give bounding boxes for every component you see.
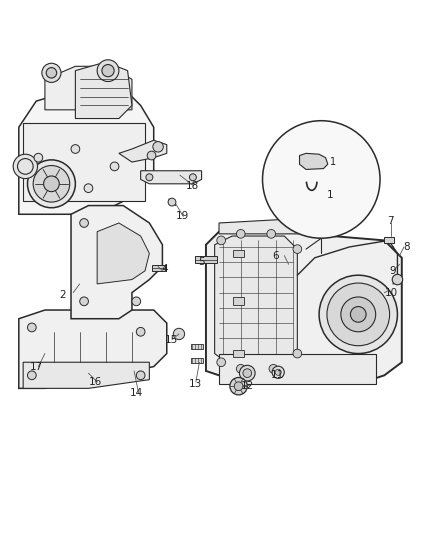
Polygon shape (219, 219, 332, 234)
Polygon shape (119, 140, 167, 162)
Polygon shape (219, 353, 376, 384)
Circle shape (28, 323, 36, 332)
Bar (195, 256, 217, 263)
Circle shape (217, 236, 226, 245)
Circle shape (269, 365, 278, 373)
Polygon shape (45, 66, 132, 110)
Text: 8: 8 (403, 242, 410, 252)
Circle shape (234, 382, 243, 391)
Circle shape (275, 369, 281, 375)
Circle shape (34, 154, 43, 162)
Bar (191, 344, 203, 349)
Text: 2: 2 (59, 290, 66, 300)
Bar (191, 358, 203, 363)
Circle shape (237, 230, 245, 238)
Circle shape (237, 365, 245, 373)
Circle shape (132, 297, 141, 305)
Polygon shape (215, 236, 297, 367)
Polygon shape (71, 206, 162, 319)
Circle shape (71, 144, 80, 154)
Circle shape (293, 245, 302, 254)
Circle shape (173, 328, 185, 340)
Circle shape (217, 358, 226, 367)
Circle shape (272, 366, 284, 378)
Circle shape (110, 162, 119, 171)
Circle shape (80, 297, 88, 305)
Text: 17: 17 (30, 361, 43, 372)
Circle shape (44, 176, 59, 192)
Circle shape (153, 142, 163, 152)
Text: 1: 1 (327, 190, 333, 200)
Circle shape (28, 160, 75, 208)
Polygon shape (97, 223, 149, 284)
Circle shape (230, 377, 247, 395)
Circle shape (293, 349, 302, 358)
Circle shape (243, 369, 252, 377)
Circle shape (102, 64, 114, 77)
Text: 5: 5 (198, 257, 205, 267)
Circle shape (319, 275, 397, 353)
Text: 18: 18 (186, 181, 200, 191)
Circle shape (327, 283, 390, 346)
Circle shape (146, 174, 153, 181)
Circle shape (33, 166, 70, 202)
Bar (152, 265, 166, 271)
Text: 4: 4 (161, 264, 168, 273)
Polygon shape (19, 310, 167, 389)
Circle shape (84, 184, 93, 192)
Circle shape (28, 371, 36, 379)
Circle shape (189, 174, 196, 181)
Polygon shape (19, 88, 154, 214)
Circle shape (267, 230, 276, 238)
Text: 19: 19 (175, 212, 189, 221)
Bar (233, 297, 244, 305)
Circle shape (341, 297, 376, 332)
Polygon shape (300, 154, 328, 169)
Circle shape (350, 306, 366, 322)
Text: 11: 11 (271, 370, 284, 381)
Text: 6: 6 (272, 251, 279, 261)
Circle shape (168, 198, 176, 206)
Bar (385, 237, 394, 243)
Circle shape (80, 219, 88, 228)
Circle shape (147, 151, 156, 160)
Polygon shape (23, 362, 149, 389)
Text: 10: 10 (385, 288, 397, 297)
Bar (233, 350, 244, 358)
Polygon shape (75, 62, 132, 118)
Circle shape (42, 63, 61, 83)
Text: 7: 7 (388, 216, 394, 226)
Text: 15: 15 (165, 335, 178, 345)
Polygon shape (206, 223, 402, 384)
Polygon shape (141, 171, 201, 184)
Circle shape (136, 327, 145, 336)
Circle shape (392, 274, 403, 285)
Circle shape (97, 60, 119, 82)
Circle shape (262, 120, 380, 238)
Circle shape (136, 371, 145, 379)
Text: 14: 14 (130, 387, 143, 398)
Text: 1: 1 (330, 157, 336, 167)
Circle shape (13, 154, 38, 179)
Text: 13: 13 (188, 379, 201, 389)
Text: 9: 9 (390, 266, 396, 276)
Circle shape (240, 365, 255, 381)
Text: 16: 16 (88, 377, 102, 387)
Bar (233, 249, 244, 257)
Bar (23, 123, 145, 201)
Text: 12: 12 (240, 381, 254, 391)
Circle shape (46, 68, 57, 78)
